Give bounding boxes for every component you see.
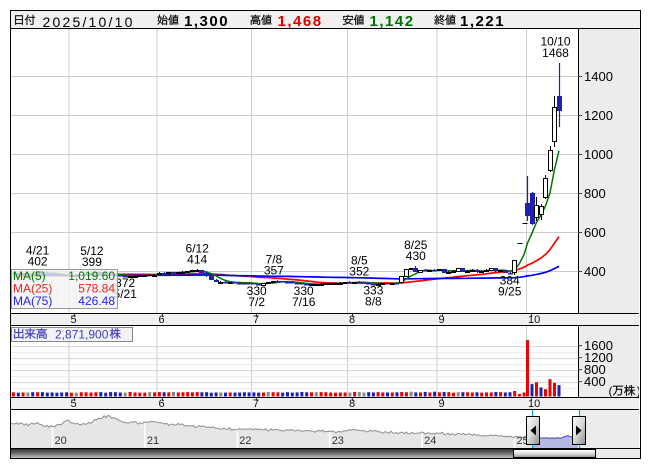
- svg-text:426.48: 426.48: [78, 294, 115, 308]
- svg-text:10/10: 10/10: [540, 35, 570, 49]
- svg-text:4/21: 4/21: [26, 244, 50, 258]
- svg-text:1468: 1468: [542, 46, 569, 60]
- svg-text:352: 352: [349, 264, 369, 278]
- svg-text:25: 25: [517, 435, 529, 447]
- svg-text:330: 330: [294, 284, 314, 298]
- svg-text:5/21: 5/21: [114, 287, 138, 301]
- svg-text:400: 400: [584, 374, 606, 389]
- svg-text:MA(25): MA(25): [13, 282, 52, 296]
- svg-text:): ): [637, 384, 639, 397]
- svg-text:1600: 1600: [584, 338, 613, 353]
- svg-text:9/25: 9/25: [498, 285, 522, 299]
- svg-text:20: 20: [55, 435, 67, 447]
- svg-text:1000: 1000: [584, 147, 613, 162]
- svg-text:384: 384: [500, 274, 520, 288]
- svg-text:578.84: 578.84: [78, 282, 115, 296]
- svg-text:6/12: 6/12: [186, 241, 210, 255]
- svg-text:MA(75): MA(75): [13, 294, 52, 308]
- svg-text:402: 402: [28, 255, 48, 269]
- svg-text:1400: 1400: [584, 69, 613, 84]
- svg-text:23: 23: [332, 435, 344, 447]
- svg-text:330: 330: [247, 284, 267, 298]
- svg-text:333: 333: [363, 284, 383, 298]
- svg-text:7/16: 7/16: [292, 295, 316, 309]
- svg-text:7/2: 7/2: [248, 295, 265, 309]
- svg-text:800: 800: [584, 186, 606, 201]
- svg-text:600: 600: [584, 225, 606, 240]
- svg-text:1200: 1200: [584, 108, 613, 123]
- svg-text:2,871,900: 2,871,900: [55, 327, 109, 341]
- svg-text:22: 22: [239, 435, 251, 447]
- svg-text:21: 21: [147, 435, 159, 447]
- svg-text:1200: 1200: [584, 350, 613, 365]
- svg-text:1,019.60: 1,019.60: [68, 269, 115, 283]
- svg-text:357: 357: [264, 263, 284, 277]
- svg-text:399: 399: [82, 255, 102, 269]
- svg-text:400: 400: [584, 264, 606, 279]
- svg-text:800: 800: [584, 362, 606, 377]
- svg-text:MA(5): MA(5): [13, 269, 46, 283]
- svg-text:8/8: 8/8: [365, 295, 382, 309]
- svg-text:(: (: [609, 384, 613, 397]
- svg-text:430: 430: [406, 249, 426, 263]
- svg-text:24: 24: [424, 435, 436, 447]
- svg-text:372: 372: [115, 276, 135, 290]
- svg-text:8/5: 8/5: [351, 253, 368, 267]
- svg-text:414: 414: [187, 252, 207, 266]
- svg-text:7/8: 7/8: [266, 252, 283, 266]
- svg-text:8/25: 8/25: [404, 238, 428, 252]
- svg-text:5/12: 5/12: [80, 244, 104, 258]
